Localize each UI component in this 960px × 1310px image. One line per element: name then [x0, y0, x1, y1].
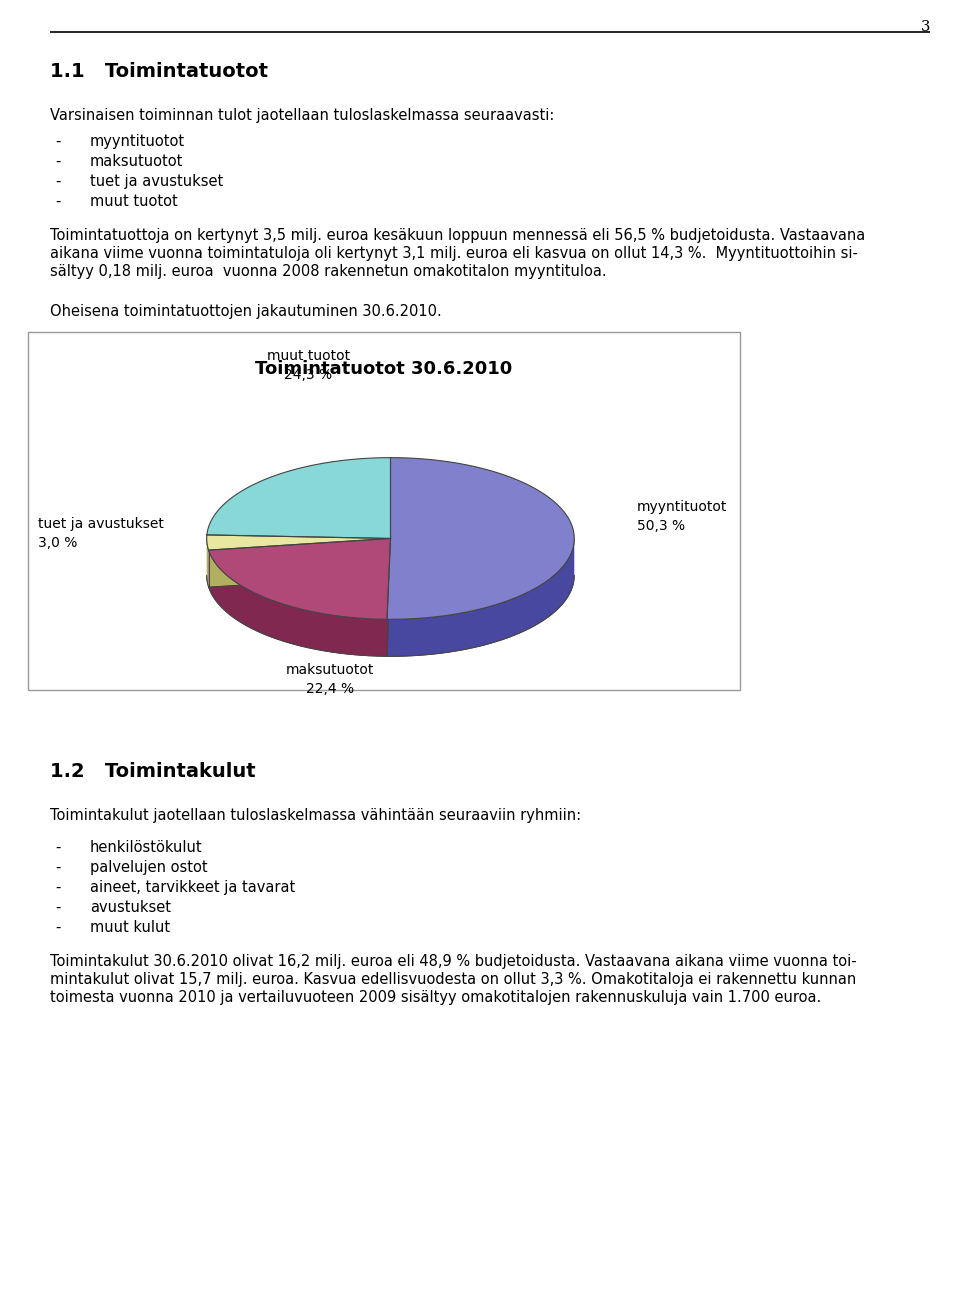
Polygon shape	[206, 457, 391, 538]
Polygon shape	[206, 534, 391, 550]
Text: muut kulut: muut kulut	[90, 920, 170, 935]
Text: Toimintakulut 30.6.2010 olivat 16,2 milj. euroa eli 48,9 % budjetoidusta. Vastaa: Toimintakulut 30.6.2010 olivat 16,2 milj…	[50, 954, 856, 969]
Text: -: -	[55, 880, 60, 895]
Text: -: -	[55, 920, 60, 935]
Polygon shape	[208, 538, 391, 587]
Text: myyntituotot
50,3 %: myyntituotot 50,3 %	[637, 500, 728, 533]
Text: aineet, tarvikkeet ja tavarat: aineet, tarvikkeet ja tavarat	[90, 880, 296, 895]
Text: tuet ja avustukset
3,0 %: tuet ja avustukset 3,0 %	[38, 517, 164, 550]
Text: palvelujen ostot: palvelujen ostot	[90, 859, 207, 875]
Text: tuet ja avustukset: tuet ja avustukset	[90, 174, 224, 189]
Text: myyntituotot: myyntituotot	[90, 134, 185, 149]
Text: muut tuotot
24,3 %: muut tuotot 24,3 %	[267, 350, 349, 381]
Polygon shape	[208, 538, 391, 587]
Polygon shape	[387, 457, 574, 620]
Text: -: -	[55, 155, 60, 169]
Text: -: -	[55, 840, 60, 855]
Text: 1.1   Toimintatuotot: 1.1 Toimintatuotot	[50, 62, 268, 81]
Polygon shape	[208, 550, 387, 656]
Text: Toimintatuottoja on kertynyt 3,5 milj. euroa kesäkuun loppuun mennessä eli 56,5 : Toimintatuottoja on kertynyt 3,5 milj. e…	[50, 228, 865, 242]
Text: Varsinaisen toiminnan tulot jaotellaan tuloslaskelmassa seuraavasti:: Varsinaisen toiminnan tulot jaotellaan t…	[50, 107, 554, 123]
Polygon shape	[387, 538, 574, 656]
Text: sältyy 0,18 milj. euroa  vuonna 2008 rakennetun omakotitalon myyntituloa.: sältyy 0,18 milj. euroa vuonna 2008 rake…	[50, 265, 607, 279]
Text: aikana viime vuonna toimintatuloja oli kertynyt 3,1 milj. euroa eli kasvua on ol: aikana viime vuonna toimintatuloja oli k…	[50, 246, 858, 261]
Polygon shape	[206, 538, 208, 587]
Text: mintakulut olivat 15,7 milj. euroa. Kasvua edellisvuodesta on ollut 3,3 %. Omako: mintakulut olivat 15,7 milj. euroa. Kasv…	[50, 972, 856, 986]
Text: -: -	[55, 859, 60, 875]
Text: -: -	[55, 174, 60, 189]
Text: 1.2   Toimintakulut: 1.2 Toimintakulut	[50, 762, 255, 781]
Text: henkilöstökulut: henkilöstökulut	[90, 840, 203, 855]
Text: 3: 3	[921, 20, 930, 34]
Text: -: -	[55, 134, 60, 149]
Text: Oheisena toimintatuottojen jakautuminen 30.6.2010.: Oheisena toimintatuottojen jakautuminen …	[50, 304, 442, 320]
Polygon shape	[208, 538, 391, 620]
Text: Toimintatuotot 30.6.2010: Toimintatuotot 30.6.2010	[255, 360, 513, 379]
Text: muut tuotot: muut tuotot	[90, 194, 178, 210]
Text: maksutuotot
22,4 %: maksutuotot 22,4 %	[286, 663, 374, 696]
Polygon shape	[387, 538, 391, 656]
Polygon shape	[387, 538, 391, 656]
Text: toimesta vuonna 2010 ja vertailuvuoteen 2009 sisältyy omakotitalojen rakennuskul: toimesta vuonna 2010 ja vertailuvuoteen …	[50, 990, 821, 1005]
Text: -: -	[55, 194, 60, 210]
Text: Toimintakulut jaotellaan tuloslaskelmassa vähintään seuraaviin ryhmiin:: Toimintakulut jaotellaan tuloslaskelmass…	[50, 808, 581, 823]
Text: avustukset: avustukset	[90, 900, 171, 914]
Text: -: -	[55, 900, 60, 914]
Text: maksutuotot: maksutuotot	[90, 155, 183, 169]
Bar	[28, 331, 740, 690]
